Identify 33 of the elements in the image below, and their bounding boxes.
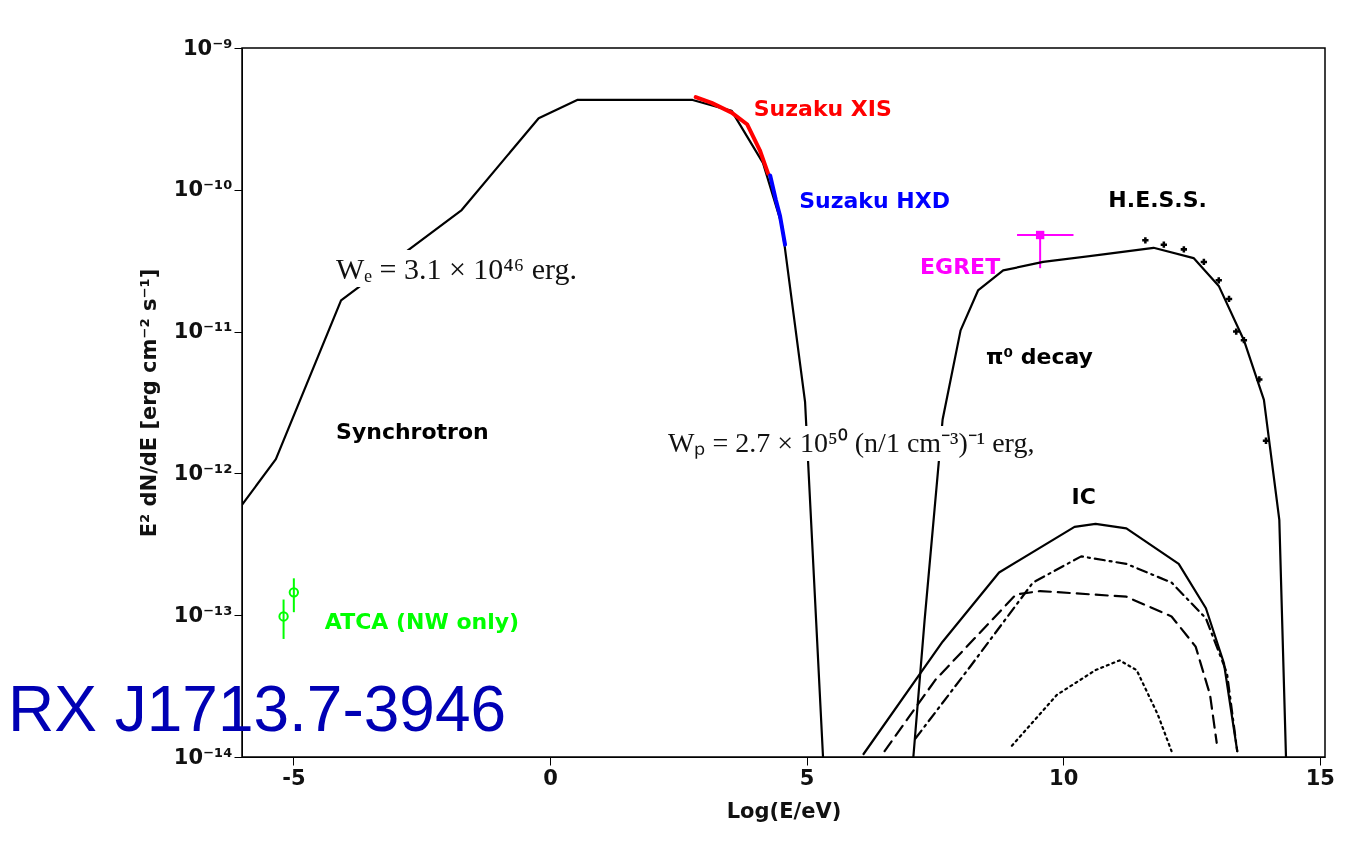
point: [1233, 328, 1240, 335]
series-label: Suzaku HXD: [799, 187, 950, 213]
y-tick-label: 10⁻¹⁴: [173, 744, 233, 769]
x-tick-label: 15: [1305, 765, 1335, 790]
point: [1180, 246, 1188, 253]
series-label: ATCA (NW only): [324, 609, 520, 635]
y-tick-label: 10⁻¹²: [173, 460, 233, 485]
series-label: Synchrotron: [336, 419, 489, 445]
point: [288, 587, 300, 598]
point: [278, 611, 289, 622]
annotation: Wₑ = 3.1 × 10⁴⁶ erg.: [330, 250, 584, 287]
series-label: H.E.S.S.: [1108, 187, 1207, 213]
y-axis-title: E² dN/dE [erg cm⁻² s⁻¹]: [136, 268, 161, 538]
x-tick-label: 0: [543, 765, 558, 790]
series-label: IC: [1071, 483, 1096, 509]
series-label: Suzaku XIS: [753, 96, 892, 122]
x-axis-title: Log(E/eV): [726, 798, 842, 823]
x-tick-label: 10: [1049, 765, 1079, 790]
y-tick-label: 10⁻¹³: [173, 602, 233, 627]
series-label: EGRET: [920, 254, 1001, 279]
x-tick-label: -5: [282, 765, 306, 790]
line-series: [1010, 659, 1173, 753]
line-series: [768, 173, 788, 247]
point: [1215, 277, 1222, 284]
series-label: π⁰ decay: [986, 344, 1093, 370]
point: [1160, 241, 1167, 248]
point: [1035, 230, 1045, 240]
y-tick-label: 10⁻¹⁰: [173, 177, 233, 202]
point: [1142, 237, 1149, 244]
y-tick-label: 10⁻⁹: [182, 35, 233, 60]
x-tick-label: 5: [799, 765, 815, 790]
annotation: Wₚ = 2.7 × 10⁵⁰ (n/1 cm⁻³)⁻¹ erg,: [662, 426, 1041, 461]
y-tick-label: 10⁻¹¹: [173, 319, 233, 344]
